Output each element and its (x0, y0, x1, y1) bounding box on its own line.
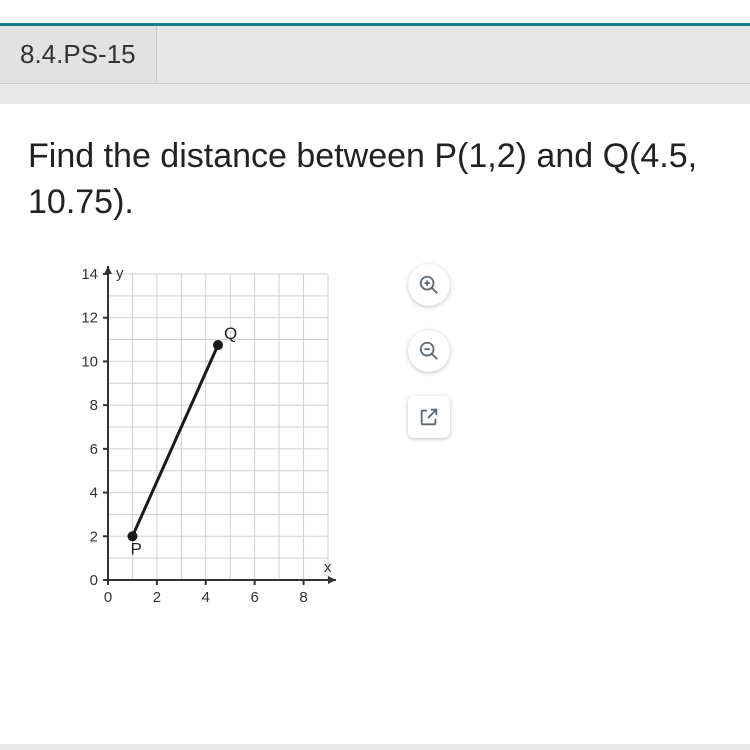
svg-text:8: 8 (299, 589, 307, 606)
chart-row: 0 2 4 6 8 0 2 4 6 8 10 12 14 x y P Q (28, 256, 722, 621)
zoom-out-icon (418, 340, 440, 362)
popout-button[interactable] (408, 396, 450, 438)
tab-label: 8.4.PS-15 (20, 39, 136, 70)
svg-text:6: 6 (90, 441, 98, 458)
svg-text:y: y (116, 265, 124, 282)
svg-text:6: 6 (250, 589, 258, 606)
svg-text:Q: Q (224, 324, 237, 343)
browser-chrome (0, 0, 750, 26)
question-text: Find the distance between P(1,2) and Q(4… (28, 134, 722, 226)
zoom-in-icon (418, 274, 440, 296)
svg-text:2: 2 (90, 528, 98, 545)
svg-text:0: 0 (104, 589, 112, 606)
popout-icon (418, 406, 440, 428)
content-area: Find the distance between P(1,2) and Q(4… (0, 104, 750, 744)
svg-text:0: 0 (90, 572, 98, 589)
chart-svg: 0 2 4 6 8 0 2 4 6 8 10 12 14 x y P Q (68, 256, 348, 616)
svg-text:8: 8 (90, 397, 98, 414)
svg-text:4: 4 (202, 589, 210, 606)
svg-text:P: P (130, 539, 141, 558)
chart-container: 0 2 4 6 8 0 2 4 6 8 10 12 14 x y P Q (68, 256, 348, 621)
tab-problem[interactable]: 8.4.PS-15 (0, 26, 157, 83)
svg-text:10: 10 (81, 353, 98, 370)
svg-text:12: 12 (81, 309, 98, 326)
svg-text:x: x (324, 559, 332, 576)
svg-text:4: 4 (90, 484, 98, 501)
tools-column (408, 256, 450, 438)
svg-text:2: 2 (153, 589, 161, 606)
svg-text:14: 14 (81, 266, 98, 283)
zoom-out-button[interactable] (408, 330, 450, 372)
zoom-in-button[interactable] (408, 264, 450, 306)
tab-bar: 8.4.PS-15 (0, 26, 750, 84)
